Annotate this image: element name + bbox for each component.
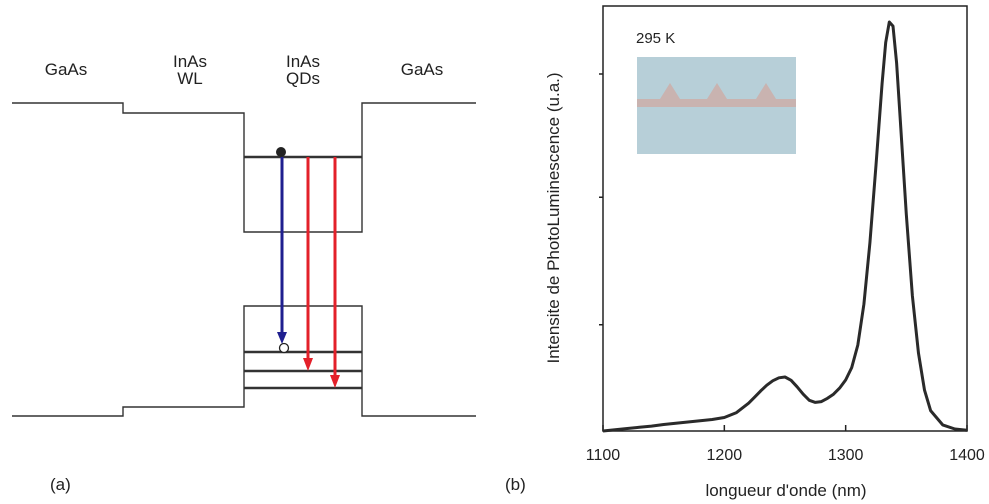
x-tick-label: 1400 — [949, 447, 985, 464]
y-axis-title: Intensite de PhotoLuminescence (u.a.) — [544, 72, 563, 363]
red-arrow-head-2 — [330, 375, 340, 388]
x-tick-label: 1100 — [586, 447, 621, 464]
region-label-inas-wl-line1: InAs — [173, 52, 207, 71]
conduction-band-edge — [12, 102, 476, 233]
panel-b-label: (b) — [505, 475, 526, 494]
panel-a-label: (a) — [50, 475, 71, 494]
valence-band-edge — [12, 305, 476, 417]
inset-temperature-label: 295 K — [636, 30, 675, 47]
x-tick-label: 1200 — [707, 447, 743, 464]
pl-spectrum-chart: (b) Intensite de PhotoLuminescence (u.a.… — [505, 5, 985, 500]
red-arrow-head-1 — [303, 358, 313, 371]
x-tick-label: 1300 — [828, 447, 864, 464]
region-label-inas-qds-line1: InAs — [286, 52, 320, 71]
region-label-gaas-left: GaAs — [45, 60, 88, 79]
inset-wetting-layer — [637, 99, 796, 107]
hole-dot — [278, 342, 290, 354]
pl-spectrum-line — [602, 20, 968, 433]
region-label-gaas-right: GaAs — [401, 60, 444, 79]
region-label-inas-wl-line2: WL — [177, 69, 203, 88]
blue-arrow-head — [277, 332, 287, 344]
x-axis-ticks: 1100 1200 1300 1400 — [586, 425, 985, 464]
sample-inset: 295 K — [636, 30, 796, 154]
inset-quantum-dot-1 — [660, 83, 680, 99]
band-diagram: GaAs InAs WL InAs QDs GaAs (a) — [12, 52, 476, 494]
inset-quantum-dot-2 — [707, 83, 727, 99]
electron-dot — [276, 147, 286, 157]
y-axis-ticks — [599, 73, 603, 326]
inset-quantum-dot-3 — [756, 83, 776, 99]
plot-frame — [602, 5, 968, 432]
region-label-inas-qds-line2: QDs — [286, 69, 320, 88]
x-axis-title: longueur d'onde (nm) — [705, 481, 866, 500]
